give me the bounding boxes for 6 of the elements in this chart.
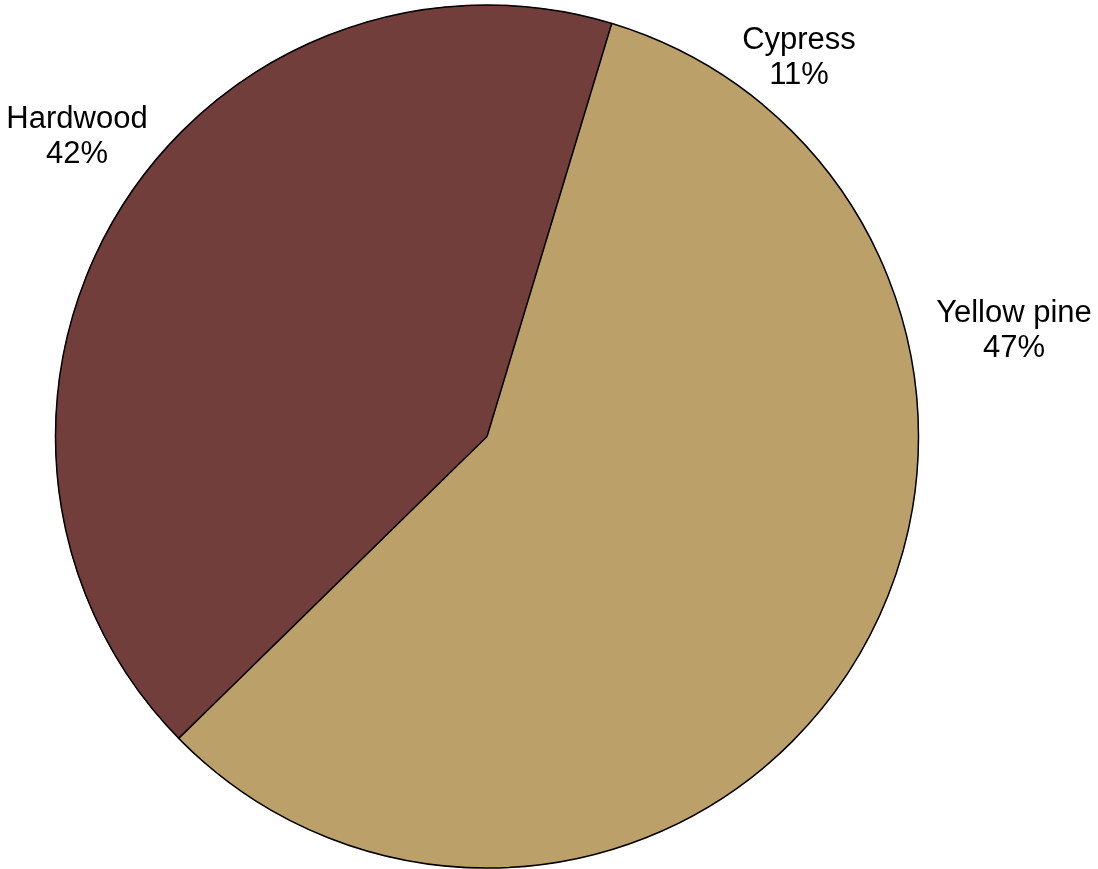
data-label: 42% — [45, 135, 109, 170]
data-label: 47% — [982, 329, 1046, 364]
slice-label: Hardwood — [6, 100, 148, 135]
slice-label: Cypress — [742, 21, 856, 56]
slice-label: Yellow pine — [936, 294, 1092, 329]
data-label: 11% — [769, 56, 829, 91]
